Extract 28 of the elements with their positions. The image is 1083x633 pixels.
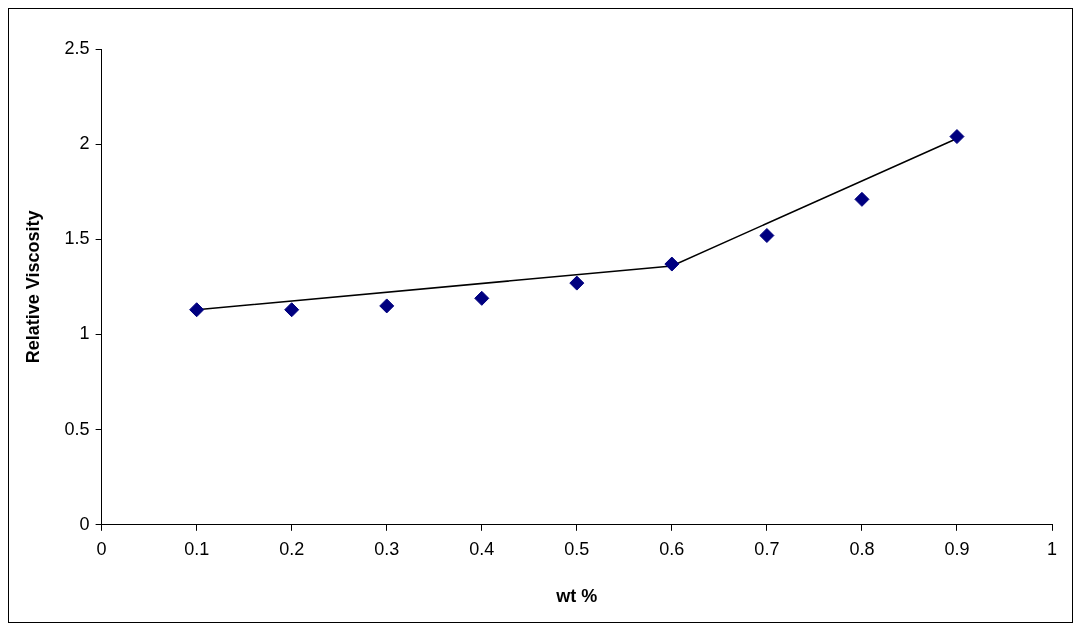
point — [569, 275, 585, 291]
y-tick-label: 1.5 — [64, 228, 90, 249]
x-axis-title: wt % — [555, 586, 598, 607]
x-tick-label: 1 — [1046, 538, 1058, 559]
point — [949, 129, 965, 145]
point — [284, 302, 300, 318]
y-tick-label: 2.5 — [64, 37, 90, 58]
y-tick-label: 1 — [79, 323, 90, 344]
point — [664, 256, 680, 272]
y-tick-label: 0 — [79, 513, 90, 534]
point — [379, 298, 395, 314]
point — [759, 228, 775, 244]
x-tick-label: 0.6 — [659, 538, 685, 559]
x-tick-label: 0.9 — [944, 538, 970, 559]
point — [854, 191, 870, 207]
x-tick-label: 0.8 — [849, 538, 875, 559]
y-tick-label: 2 — [79, 133, 90, 154]
x-tick-label: 0.3 — [374, 538, 400, 559]
x-tick-label: 0.7 — [754, 538, 780, 559]
y-tick-label: 0.5 — [64, 418, 90, 439]
x-tick-label: 0.5 — [564, 538, 590, 559]
y-axis-title: Relative Viscosity — [22, 210, 43, 364]
point — [189, 302, 205, 318]
point — [474, 290, 490, 306]
x-tick-label: 0.2 — [279, 538, 305, 559]
x-tick-label: 0.4 — [469, 538, 495, 559]
x-tick-label: 0.1 — [184, 538, 210, 559]
x-tick-label: 0 — [96, 538, 107, 559]
